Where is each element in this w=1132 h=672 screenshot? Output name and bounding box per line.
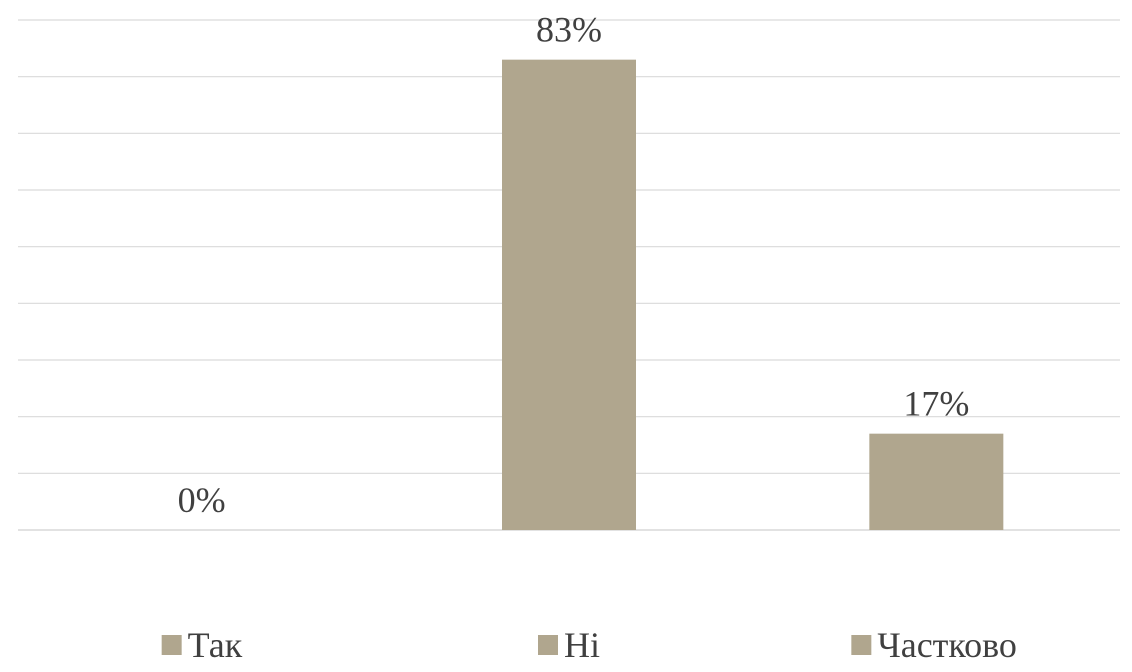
- bars: [502, 59, 1004, 531]
- legend-swatch: [851, 635, 872, 655]
- legend-label: Так: [188, 625, 243, 665]
- bar-3: [869, 433, 1004, 530]
- legend-item-2: Ні: [538, 625, 600, 665]
- legend-item-1: Так: [161, 625, 243, 665]
- legend-label: Частково: [877, 625, 1017, 665]
- legend-swatch: [538, 635, 558, 655]
- data-labels: 0% 83% 17%: [178, 10, 970, 520]
- data-label-2: 83%: [536, 10, 602, 50]
- bar-2: [502, 59, 636, 531]
- data-label-1: 0%: [178, 480, 226, 520]
- legend: Так Ні Частково: [161, 625, 1017, 665]
- legend-item-3: Частково: [851, 625, 1017, 665]
- legend-swatch: [161, 635, 182, 655]
- legend-label: Ні: [564, 625, 600, 665]
- data-label-3: 17%: [903, 384, 969, 424]
